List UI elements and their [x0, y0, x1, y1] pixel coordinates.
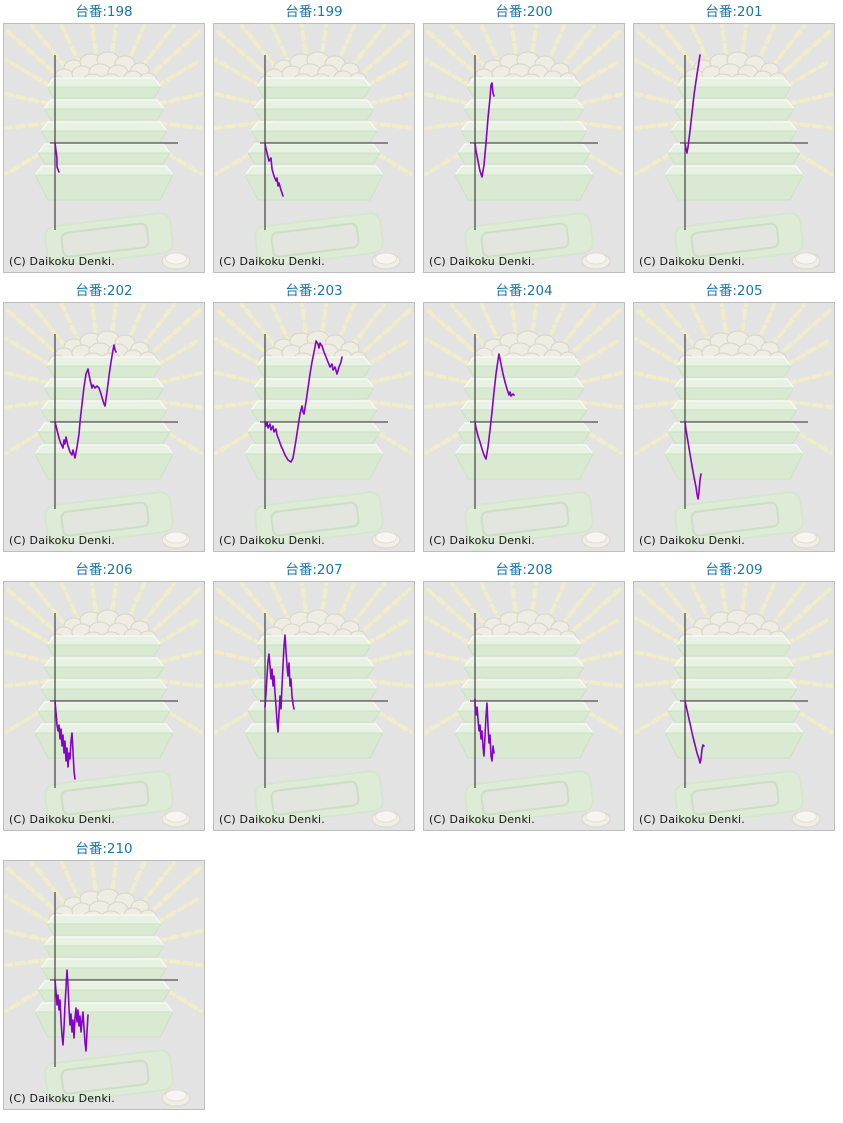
- slump-chart: [4, 303, 203, 550]
- copyright-label: (C) Daikoku Denki.: [639, 813, 745, 826]
- machine-panel: 台番:206 (C) Daikoku Denki.: [3, 561, 205, 831]
- copyright-label: (C) Daikoku Denki.: [639, 255, 745, 268]
- machine-title[interactable]: 台番:210: [75, 841, 133, 857]
- machine-title[interactable]: 台番:206: [75, 562, 133, 578]
- slump-chart: [214, 582, 413, 829]
- slump-chart: [4, 861, 203, 1108]
- slump-chart: [4, 24, 203, 271]
- machine-title[interactable]: 台番:203: [285, 283, 343, 299]
- machine-title[interactable]: 台番:201: [705, 4, 763, 20]
- chart-panel: (C) Daikoku Denki.: [3, 581, 205, 831]
- machine-panel: 台番:198 (C) Daikoku Denki.: [3, 3, 205, 273]
- machine-panel: 台番:203 (C) Daikoku Denki.: [213, 282, 415, 552]
- machine-title[interactable]: 台番:200: [495, 4, 553, 20]
- machine-panel: 台番:199 (C) Daikoku Denki.: [213, 3, 415, 273]
- chart-panel: (C) Daikoku Denki.: [423, 23, 625, 273]
- copyright-label: (C) Daikoku Denki.: [9, 255, 115, 268]
- slump-line: [264, 634, 295, 733]
- slump-chart: [634, 303, 833, 550]
- chart-panel: (C) Daikoku Denki.: [423, 581, 625, 831]
- machine-title[interactable]: 台番:208: [495, 562, 553, 578]
- copyright-label: (C) Daikoku Denki.: [219, 255, 325, 268]
- slump-line: [474, 82, 495, 178]
- chart-panel: (C) Daikoku Denki.: [213, 581, 415, 831]
- slump-chart: [424, 303, 623, 550]
- machine-title[interactable]: 台番:205: [705, 283, 763, 299]
- machine-title[interactable]: 台番:202: [75, 283, 133, 299]
- slump-line: [474, 698, 495, 762]
- machine-title[interactable]: 台番:207: [285, 562, 343, 578]
- slump-chart: [424, 24, 623, 271]
- copyright-label: (C) Daikoku Denki.: [429, 255, 535, 268]
- copyright-label: (C) Daikoku Denki.: [219, 534, 325, 547]
- chart-panel: (C) Daikoku Denki.: [633, 23, 835, 273]
- chart-panel: (C) Daikoku Denki.: [213, 302, 415, 552]
- slump-chart: [634, 582, 833, 829]
- slump-line: [54, 969, 89, 1052]
- slump-chart: [4, 582, 203, 829]
- copyright-label: (C) Daikoku Denki.: [429, 813, 535, 826]
- slump-line: [54, 700, 76, 780]
- slump-chart: [214, 24, 413, 271]
- chart-panel: (C) Daikoku Denki.: [633, 302, 835, 552]
- slump-line: [684, 54, 701, 154]
- copyright-label: (C) Daikoku Denki.: [9, 813, 115, 826]
- slump-line: [264, 340, 343, 463]
- copyright-label: (C) Daikoku Denki.: [9, 534, 115, 547]
- machine-panel: 台番:205 (C) Daikoku Denki.: [633, 282, 835, 552]
- chart-panel: (C) Daikoku Denki.: [423, 302, 625, 552]
- machine-title[interactable]: 台番:204: [495, 283, 553, 299]
- slump-line: [54, 344, 117, 459]
- machine-title[interactable]: 台番:199: [285, 4, 343, 20]
- machine-title[interactable]: 台番:198: [75, 4, 133, 20]
- machine-panel: 台番:207 (C) Daikoku Denki.: [213, 561, 415, 831]
- slump-chart: [634, 24, 833, 271]
- chart-panel: (C) Daikoku Denki.: [633, 581, 835, 831]
- copyright-label: (C) Daikoku Denki.: [429, 534, 535, 547]
- chart-panel: (C) Daikoku Denki.: [3, 860, 205, 1110]
- copyright-label: (C) Daikoku Denki.: [219, 813, 325, 826]
- machine-panel: 台番:208 (C) Daikoku Denki.: [423, 561, 625, 831]
- copyright-label: (C) Daikoku Denki.: [9, 1092, 115, 1105]
- machine-chart-grid: 台番:198 (C) Daikoku Denki. 台番:199 (C) Dai…: [3, 3, 843, 1119]
- chart-panel: (C) Daikoku Denki.: [3, 23, 205, 273]
- slump-line: [684, 700, 705, 764]
- machine-panel: 台番:210 (C) Daikoku Denki.: [3, 840, 205, 1110]
- slump-line: [54, 142, 60, 173]
- machine-panel: 台番:204 (C) Daikoku Denki.: [423, 282, 625, 552]
- chart-panel: (C) Daikoku Denki.: [213, 23, 415, 273]
- machine-panel: 台番:209 (C) Daikoku Denki.: [633, 561, 835, 831]
- slump-chart: [424, 582, 623, 829]
- copyright-label: (C) Daikoku Denki.: [639, 534, 745, 547]
- slump-line: [684, 421, 702, 500]
- machine-title[interactable]: 台番:209: [705, 562, 763, 578]
- machine-panel: 台番:202 (C) Daikoku Denki.: [3, 282, 205, 552]
- slump-line: [264, 142, 284, 197]
- machine-panel: 台番:201 (C) Daikoku Denki.: [633, 3, 835, 273]
- slump-line: [474, 353, 515, 460]
- machine-panel: 台番:200 (C) Daikoku Denki.: [423, 3, 625, 273]
- slump-chart: [214, 303, 413, 550]
- chart-panel: (C) Daikoku Denki.: [3, 302, 205, 552]
